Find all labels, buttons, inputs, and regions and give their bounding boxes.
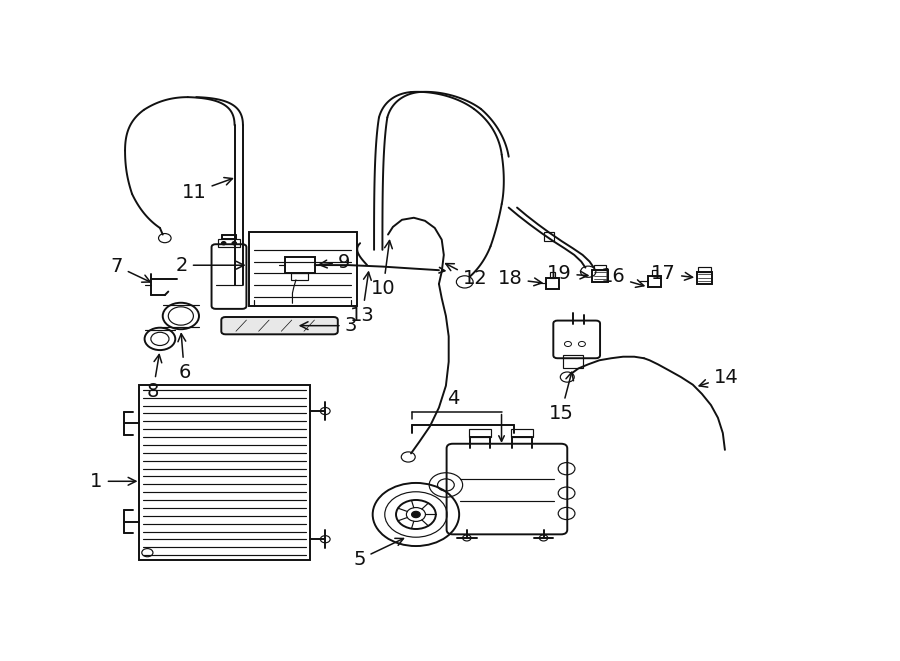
Bar [291,273,309,280]
Text: 7: 7 [111,256,150,282]
Bar [697,272,713,284]
Circle shape [221,242,226,245]
Text: 9: 9 [320,253,350,272]
Text: 16: 16 [600,267,644,288]
Text: 17: 17 [652,264,693,284]
Text: 14: 14 [699,368,739,387]
Text: 2: 2 [176,256,244,275]
Text: 12: 12 [446,264,488,288]
Bar [511,429,533,437]
Text: 6: 6 [178,334,191,382]
Text: 3: 3 [301,316,357,335]
Bar [218,239,240,247]
Bar [544,232,554,241]
FancyBboxPatch shape [221,317,338,334]
Text: 11: 11 [182,178,232,202]
Text: 5: 5 [353,538,403,569]
Bar [550,272,555,278]
Bar [648,276,661,287]
Text: 13: 13 [350,272,374,325]
Circle shape [232,242,237,245]
Circle shape [411,512,420,518]
Bar [592,270,608,282]
Text: 15: 15 [549,372,573,422]
Bar [594,264,607,270]
Text: 10: 10 [371,241,395,298]
Text: 8: 8 [147,354,162,401]
Bar [652,270,657,276]
Text: 4: 4 [446,389,459,408]
Text: 19: 19 [546,264,588,284]
Text: 18: 18 [498,269,542,288]
Bar [546,278,559,289]
Bar [469,429,491,437]
Bar [698,266,711,272]
Bar [563,355,582,368]
Bar [285,257,315,273]
Bar [248,232,356,306]
Bar [139,385,310,561]
Text: 1: 1 [90,472,136,490]
